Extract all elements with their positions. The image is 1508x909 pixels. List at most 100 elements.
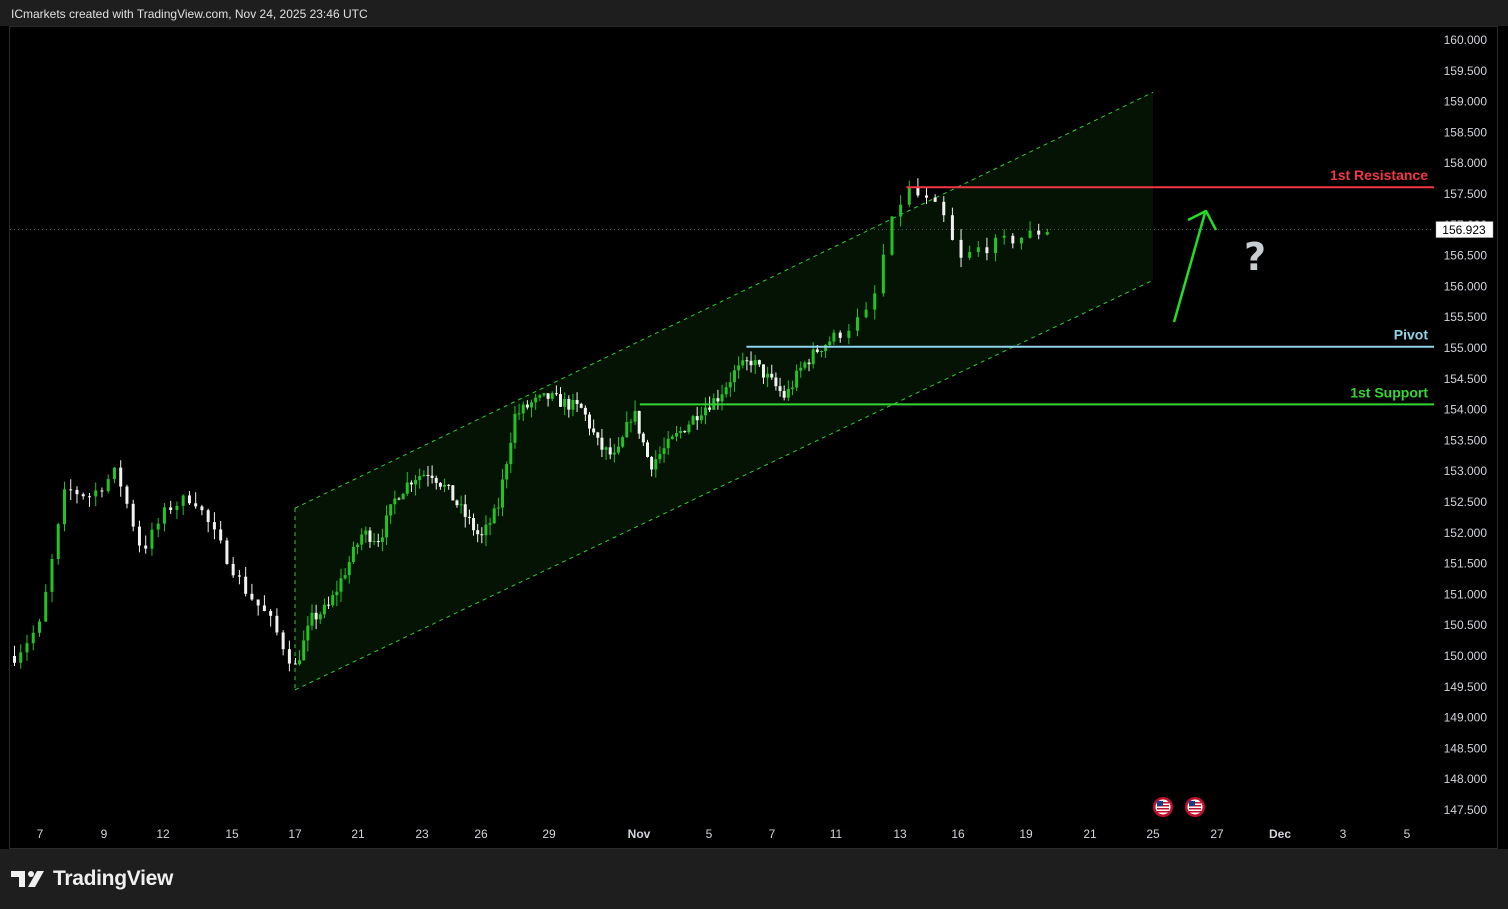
candle[interactable] (430, 465, 434, 484)
candle[interactable] (621, 435, 625, 449)
candle[interactable] (368, 527, 372, 548)
candle[interactable] (807, 358, 811, 372)
us-event-flag-icon[interactable] (1153, 797, 1173, 817)
candle[interactable] (106, 474, 110, 494)
candle[interactable] (732, 364, 736, 392)
candle[interactable] (881, 243, 885, 297)
candle[interactable] (112, 467, 116, 484)
candle[interactable] (790, 380, 794, 396)
candle[interactable] (509, 432, 513, 473)
candle[interactable] (318, 611, 322, 624)
candle[interactable] (250, 583, 254, 601)
candle[interactable] (287, 640, 291, 672)
candle[interactable] (942, 196, 946, 223)
candle[interactable] (666, 431, 670, 455)
candle[interactable] (56, 522, 60, 565)
candle[interactable] (455, 499, 459, 508)
candle[interactable] (302, 630, 306, 661)
candle[interactable] (832, 329, 836, 345)
candle[interactable] (799, 361, 803, 378)
candle[interactable] (629, 418, 633, 433)
candle[interactable] (579, 402, 583, 409)
candle[interactable] (588, 412, 592, 436)
candle[interactable] (418, 468, 422, 489)
candle[interactable] (925, 187, 929, 205)
candle[interactable] (699, 406, 703, 424)
candle[interactable] (1037, 223, 1041, 240)
candle[interactable] (306, 616, 310, 652)
candle[interactable] (890, 216, 894, 256)
candlestick-series[interactable] (13, 178, 1049, 672)
candle[interactable] (899, 195, 903, 227)
tradingview-logo[interactable]: TradingView (11, 864, 173, 894)
candle[interactable] (13, 645, 16, 666)
candle[interactable] (426, 465, 430, 487)
candle[interactable] (480, 527, 484, 544)
candle[interactable] (554, 385, 558, 396)
candle[interactable] (749, 351, 753, 373)
candle[interactable] (451, 485, 455, 501)
candle[interactable] (907, 180, 911, 208)
candle[interactable] (81, 492, 85, 500)
candle[interactable] (409, 480, 413, 492)
candle[interactable] (459, 495, 463, 514)
candle[interactable] (683, 430, 687, 434)
candle[interactable] (144, 535, 148, 554)
candle[interactable] (434, 475, 438, 490)
candle[interactable] (376, 533, 380, 547)
candle[interactable] (401, 492, 405, 500)
candle[interactable] (476, 523, 480, 543)
candle[interactable] (703, 397, 707, 425)
candle[interactable] (521, 401, 525, 422)
candle[interactable] (505, 461, 509, 489)
candle[interactable] (389, 504, 393, 524)
candle[interactable] (838, 330, 842, 343)
candle[interactable] (314, 604, 318, 630)
candle[interactable] (405, 472, 409, 496)
candle[interactable] (1019, 237, 1023, 250)
candle[interactable] (819, 350, 823, 358)
parallel-channel[interactable] (294, 91, 1154, 691)
candle[interactable] (517, 403, 521, 421)
candle[interactable] (125, 484, 129, 509)
candle[interactable] (803, 360, 807, 371)
candle[interactable] (695, 406, 699, 430)
candle[interactable] (62, 481, 66, 532)
candle[interactable] (237, 569, 241, 585)
candle[interactable] (484, 515, 488, 547)
candle[interactable] (364, 526, 368, 543)
candle[interactable] (356, 542, 360, 555)
candle[interactable] (662, 437, 666, 463)
candle[interactable] (757, 359, 761, 368)
candle[interactable] (331, 590, 335, 608)
candle[interactable] (855, 308, 859, 337)
candle[interactable] (770, 364, 774, 380)
candle[interactable] (550, 391, 554, 402)
candle[interactable] (720, 384, 724, 411)
candle[interactable] (372, 533, 376, 546)
candle[interactable] (69, 479, 73, 500)
candle[interactable] (322, 598, 326, 619)
channel-upper-line[interactable] (294, 91, 1154, 509)
candle[interactable] (950, 207, 954, 241)
candle[interactable] (513, 405, 517, 449)
channel-lower-line[interactable] (294, 279, 1154, 691)
candle[interactable] (592, 419, 596, 436)
candle[interactable] (604, 446, 608, 460)
candle[interactable] (467, 509, 471, 525)
candle[interactable] (119, 460, 123, 497)
candle[interactable] (1002, 229, 1006, 245)
candle[interactable] (691, 414, 695, 426)
candle[interactable] (310, 604, 314, 631)
candle[interactable] (933, 194, 937, 203)
candle[interactable] (281, 630, 285, 656)
candle[interactable] (293, 658, 297, 665)
candle[interactable] (641, 432, 645, 446)
candle[interactable] (617, 437, 621, 455)
candle[interactable] (131, 499, 135, 532)
candle[interactable] (414, 474, 418, 496)
candle[interactable] (625, 411, 629, 438)
candle[interactable] (600, 428, 604, 458)
up-arrow-head[interactable] (1187, 209, 1218, 231)
